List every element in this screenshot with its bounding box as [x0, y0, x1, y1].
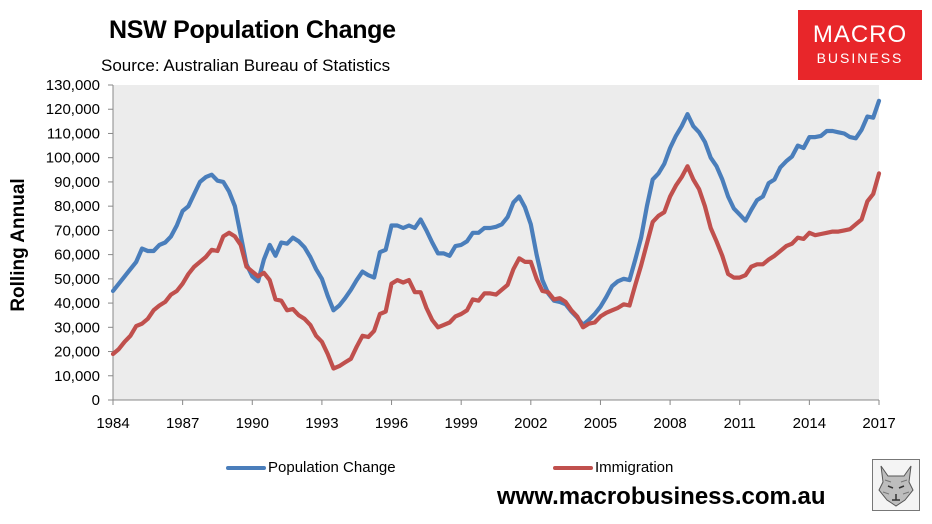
x-tick-label: 2008 [653, 415, 686, 432]
series-line-immigration [110, 164, 882, 371]
x-tick-label: 1993 [305, 415, 338, 432]
wolf-icon [878, 465, 914, 507]
legend-swatch-population [226, 466, 266, 471]
x-tick-label: 2002 [514, 415, 547, 432]
plot-area [113, 85, 879, 400]
legend-label-immigration: Immigration [595, 459, 674, 476]
x-tick-label: 2014 [793, 415, 826, 432]
x-tick-label: 2011 [724, 415, 756, 432]
x-tick-label: 1984 [96, 415, 129, 432]
y-tick-label: 50,000 [54, 271, 100, 288]
y-tick-label: 120,000 [46, 101, 100, 118]
y-tick-label: 100,000 [46, 150, 100, 167]
y-tick-label: 60,000 [54, 247, 100, 264]
x-tick-label: 2017 [862, 415, 895, 432]
legend-label-population: Population Change [268, 459, 396, 476]
x-tick-label: 1990 [236, 415, 269, 432]
x-axis: 1984 1987 1990 1993 1996 1999 2002 2005 2008 2011… [96, 399, 896, 432]
series-layer [110, 98, 882, 371]
legend-item-population-change: Population Change [226, 459, 396, 476]
y-tick-label: 130,000 [46, 77, 100, 94]
y-tick-label: 80,000 [54, 198, 100, 215]
x-tick-label: 1996 [375, 415, 408, 432]
y-tick-label: 110,000 [47, 125, 100, 142]
y-tick-label: 40,000 [54, 295, 100, 312]
legend-swatch-immigration [553, 466, 593, 471]
y-tick-label: 90,000 [54, 174, 100, 191]
y-tick-label: 20,000 [54, 344, 100, 361]
y-tick-label: 10,000 [54, 368, 100, 385]
chart-title: NSW Population Change [109, 16, 396, 44]
x-tick-label: 2005 [584, 415, 617, 432]
x-tick-label: 1999 [444, 415, 477, 432]
y-tick-label: 0 [92, 392, 100, 409]
y-tick-label: 70,000 [54, 222, 100, 239]
macrobusiness-logo[interactable]: MACRO BUSINESS [798, 10, 922, 80]
chart-subtitle: Source: Australian Bureau of Statistics [101, 56, 391, 75]
logo-line-2: BUSINESS [816, 50, 904, 66]
y-axis-label-text: Rolling Annual [8, 178, 29, 312]
y-axis: 0 10,000 20,000 30,000 40,000 50,000 60,000 70,… [46, 77, 114, 409]
legend-item-immigration: Immigration [553, 459, 673, 476]
y-tick-label: 30,000 [54, 319, 100, 336]
wolf-logo-icon [872, 459, 920, 511]
website-url[interactable]: www.macrobusiness.com.au [497, 483, 826, 510]
logo-line-1: MACRO [812, 21, 908, 48]
x-tick-label: 1987 [166, 415, 199, 432]
